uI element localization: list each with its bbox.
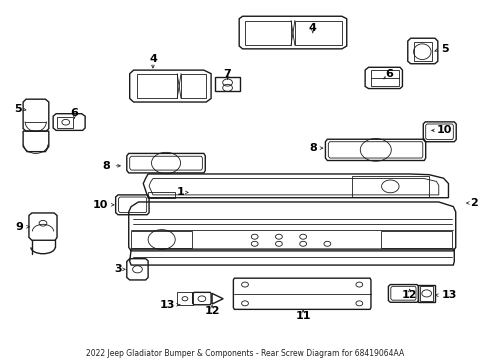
Text: 2: 2 [470,198,478,208]
Text: 12: 12 [204,306,220,316]
Text: 2022 Jeep Gladiator Bumper & Components - Rear Screw Diagram for 68419064AA: 2022 Jeep Gladiator Bumper & Components … [86,349,404,358]
Text: 8: 8 [102,161,110,171]
Text: 5: 5 [441,44,449,54]
Text: 4: 4 [149,54,157,64]
Text: 4: 4 [309,23,317,33]
Text: 6: 6 [71,108,78,118]
Text: 11: 11 [295,311,311,321]
Text: 5: 5 [15,104,22,114]
Text: 8: 8 [309,143,317,153]
Text: 1: 1 [177,188,184,197]
Text: 3: 3 [114,264,122,274]
Text: 10: 10 [93,200,108,210]
Text: 9: 9 [15,222,23,232]
Text: 6: 6 [386,69,393,79]
Text: 12: 12 [402,290,417,300]
Text: 10: 10 [437,125,452,135]
Text: 13: 13 [160,300,175,310]
Bar [57,117,73,127]
Text: 7: 7 [223,69,231,79]
Text: 13: 13 [441,290,457,300]
